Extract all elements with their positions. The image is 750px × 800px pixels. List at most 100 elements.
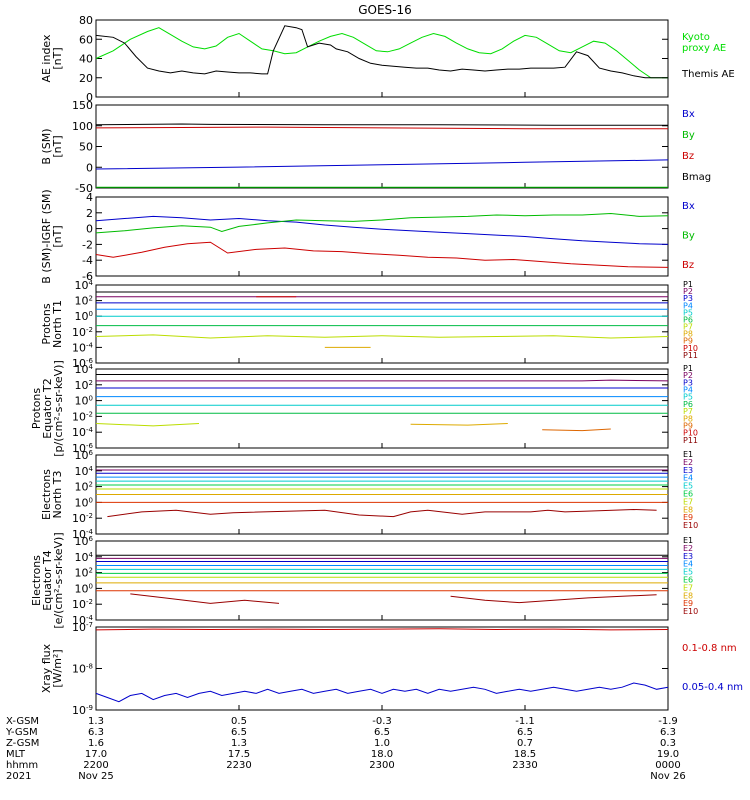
y-tick-label: 150 [72,99,93,112]
time-axis-value: 17.0 [85,749,107,760]
time-axis-value: 2330 [512,760,537,771]
legend-label: Bz [682,151,694,162]
y-axis-label: AE index [40,34,53,83]
y-tick-label: 100 [72,120,93,133]
time-axis-value: -1.9 [658,716,678,727]
legend-label: Bx [682,201,695,212]
y-tick-label: 4 [86,191,93,204]
legend-label: P4 [683,386,693,395]
y-axis-label: [nT] [51,47,64,69]
legend-label: E2 [683,458,693,467]
y-axis-label: Protons [30,388,43,429]
series-line-e10b [450,594,657,604]
panel-frame [95,19,669,98]
y-tick-label: 20 [79,72,93,85]
time-axis-value: 1.3 [231,738,247,749]
y-tick-label: 10-2 [72,410,93,423]
legend-label: Bmag [682,172,711,183]
y-tick-label: 102 [75,379,93,392]
series-line-p2 [96,379,669,382]
time-axis-value: 6.3 [88,727,104,738]
series-line-bx [95,215,669,245]
plot-title: GOES-16 [358,3,412,17]
legend-label: E10 [683,607,698,616]
y-tick-label: 10-7 [72,621,93,634]
y-axis-label: Equator T4 [41,550,54,610]
legend-label: E7 [683,583,693,592]
legend-label: P11 [683,436,698,445]
y-tick-label: 10-8 [72,663,93,676]
y-tick-label: -6 [82,270,93,283]
y-tick-label: 106 [75,449,94,462]
legend-label: P9 [683,337,693,346]
series-line-bx [95,159,669,170]
time-axis-value: 6.3 [660,727,676,738]
legend-label: proxy AE [682,43,726,54]
legend-label: E5 [683,568,693,577]
legend-label: E1 [683,450,693,459]
time-axis-row-label: X-GSM [6,716,39,727]
y-tick-label: 2 [86,207,93,220]
time-axis-value: 1.0 [374,738,390,749]
series-line-bz [95,126,668,130]
y-tick-label: 0 [86,223,93,236]
legend-label: Bx [682,109,695,120]
legend-label: P7 [683,407,693,416]
y-tick-label: 10-4 [72,614,94,627]
time-axis-value: 18.5 [514,749,536,760]
legend-label: By [682,231,695,242]
y-tick-label: 40 [79,53,93,66]
y-axis-label: [nT] [51,135,64,157]
legend-label: P7 [683,323,693,332]
time-axis-value: 0.7 [517,738,533,749]
y-tick-label: 102 [75,295,93,308]
series-line-e10 [130,593,280,604]
legend-label: 0.1-0.8 nm [682,643,737,654]
legend-label: E1 [683,536,693,545]
legend-label: E7 [683,497,693,506]
legend-label: P11 [683,351,698,360]
time-axis-value: -1.1 [515,716,535,727]
legend-label: E9 [683,513,693,522]
time-axis-value: 0000 [655,760,680,771]
time-axis-value: 17.5 [228,749,250,760]
time-axis-value: Nov 25 [78,771,113,782]
series-line-themis-ae [95,25,668,79]
y-tick-label: 106 [75,535,94,548]
legend-label: P2 [683,287,693,296]
y-axis-label: [p/(cm²-s-sr-keV)] [52,360,65,457]
y-tick-label: 10-2 [72,598,93,611]
legend-label: 0.05-0.4 nm [682,682,743,693]
time-axis-row-label: MLT [6,749,26,760]
legend-label: P1 [683,364,693,373]
series-line-bz [95,241,669,268]
y-tick-label: 80 [79,14,93,27]
y-axis-label: Electrons [30,555,43,606]
legend-label: E6 [683,490,693,499]
y-axis-label: [e/(cm²-s-sr-keV)] [52,532,65,628]
y-tick-label: 100 [75,310,93,323]
y-tick-label: 10-2 [72,512,93,525]
time-axis-value: -0.3 [372,716,392,727]
legend-label: By [682,130,695,141]
y-tick-label: 10-4 [72,528,94,541]
y-tick-label: -50 [75,182,93,195]
y-axis-label: [nT] [51,225,64,247]
y-axis-label: North T1 [51,300,64,348]
time-axis-value: 6.5 [374,727,390,738]
series-line-p9 [542,428,611,432]
time-axis-row-label: 2021 [6,771,31,782]
series-line-kyoto-proxy-ae [95,27,668,79]
y-tick-label: 104 [75,363,94,376]
time-axis-table: X-GSMY-GSMZ-GSMMLThhmm20211.36.31.617.02… [5,716,686,782]
series-line-by [95,212,669,234]
legend-label: P2 [683,371,693,380]
legend-label: E9 [683,599,693,608]
panel-frame [95,104,669,189]
